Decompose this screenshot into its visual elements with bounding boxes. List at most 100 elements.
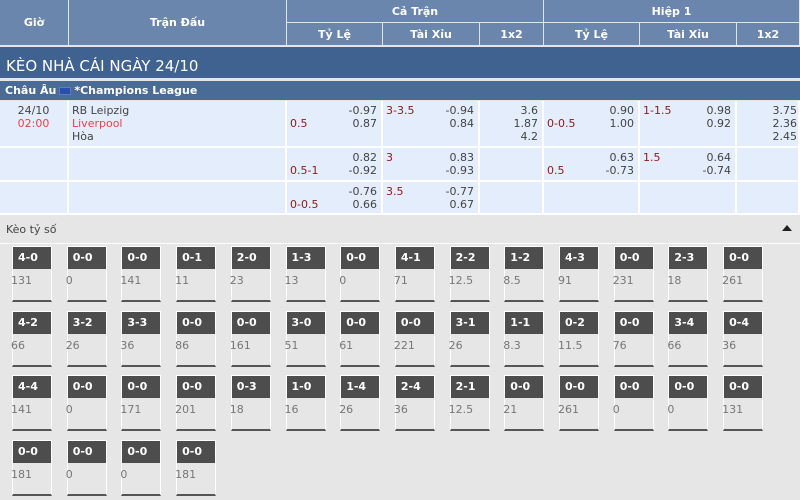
score-card[interactable]: 1-3 13 (285, 246, 326, 302)
score-odds: 66 (11, 338, 25, 352)
score-card[interactable]: 0-0 0 (120, 439, 162, 496)
handicap-odds: -0.92 (348, 164, 377, 177)
league-region: Châu Âu (5, 84, 57, 97)
score-label: 1-4 (341, 376, 380, 398)
score-label: 0-0 (13, 440, 51, 463)
collapse-arrow-icon[interactable] (782, 225, 792, 231)
score-label: 0-1 (177, 247, 216, 269)
score-card[interactable]: 0-0 171 (120, 375, 162, 431)
score-label: 0-0 (67, 440, 106, 463)
handicap-cell[interactable]: 0.5 -0.97 0.87 (287, 101, 383, 148)
half-handicap-line: 0.5 (547, 164, 565, 177)
half-overunder-cell[interactable] (640, 182, 737, 215)
overunder-cell[interactable]: 3 0.83 -0.93 (383, 148, 480, 182)
score-odds: 23 (229, 274, 244, 287)
eu-flag-icon (59, 86, 72, 95)
x12-cell[interactable] (480, 182, 544, 215)
col-handicap: Tỷ Lệ (287, 23, 383, 46)
x12-cell[interactable]: 3.6 1.87 4.2 (480, 101, 544, 148)
score-odds: 0 (65, 403, 73, 416)
away-team: Liverpool (72, 117, 123, 130)
score-card[interactable]: 0-0 61 (339, 310, 381, 367)
score-card[interactable]: 0-0 76 (613, 310, 654, 367)
overunder-odds: 0.67 (449, 198, 475, 211)
half-x12-cell[interactable]: 3.75 2.36 2.45 (737, 101, 800, 148)
score-card[interactable]: 3-2 26 (66, 310, 107, 367)
score-odds: 0 (65, 274, 73, 287)
score-card[interactable]: 0-0 181 (11, 439, 52, 496)
score-card[interactable]: 4-1 71 (394, 246, 435, 302)
score-card[interactable]: 0-0 86 (175, 310, 217, 367)
score-label: 4-3 (560, 247, 598, 269)
match-cell: RB Leipzig Liverpool Hòa (69, 101, 287, 148)
score-card[interactable]: 0-0 141 (120, 246, 162, 302)
score-card[interactable]: 3-4 66 (667, 310, 709, 367)
score-card[interactable]: 0-0 0 (66, 439, 107, 496)
score-card[interactable]: 3-3 36 (120, 310, 162, 367)
score-card[interactable]: 1-0 16 (285, 375, 326, 431)
score-card[interactable]: 0-3 18 (230, 375, 271, 431)
score-card[interactable]: 1-2 8.5 (503, 246, 545, 302)
match-time: 02:00 (17, 117, 50, 130)
handicap-cell[interactable]: 0-0.5 -0.76 0.66 (287, 182, 383, 215)
score-card[interactable]: 0-0 261 (558, 375, 599, 431)
half-overunder-cell[interactable]: 1.5 0.64 -0.74 (640, 148, 737, 182)
score-card[interactable]: 0-0 0 (339, 246, 381, 302)
overunder-cell[interactable]: 3.5 -0.77 0.67 (383, 182, 480, 215)
score-card[interactable]: 0-0 221 (394, 310, 435, 367)
half-overunder-cell[interactable]: 1-1.5 0.98 0.92 (640, 101, 737, 148)
score-label: 4-1 (395, 247, 434, 269)
score-card[interactable]: 0-0 21 (503, 375, 545, 431)
col-half-overunder: Tài Xỉu (640, 23, 737, 46)
score-card[interactable]: 2-4 36 (394, 375, 435, 431)
score-label: 0-0 (341, 311, 380, 334)
score-card[interactable]: 0-2 11.5 (558, 310, 599, 367)
handicap-cell[interactable]: 0.5-1 0.82 -0.92 (287, 148, 383, 182)
score-card[interactable]: 1-4 26 (339, 375, 381, 431)
score-card[interactable]: 2-0 23 (229, 246, 271, 302)
score-card[interactable]: 4-2 66 (11, 310, 52, 367)
score-card[interactable]: 4-0 131 (11, 246, 52, 302)
score-card[interactable]: 0-0 0 (65, 375, 107, 431)
col-full-match: Cả Trận (287, 0, 544, 23)
half-x12-cell[interactable] (737, 148, 800, 182)
score-card[interactable]: 0-0 181 (175, 439, 217, 496)
handicap-line: 0-0.5 (290, 198, 319, 211)
score-card[interactable]: 1-1 8.3 (503, 310, 545, 367)
score-card[interactable]: 0-4 36 (722, 310, 764, 367)
half-handicap-cell[interactable] (544, 182, 640, 215)
score-card[interactable]: 3-1 26 (449, 310, 490, 367)
correct-score-header[interactable]: Kèo tỷ số (0, 215, 800, 244)
score-card[interactable]: 0-0 201 (175, 375, 217, 431)
overunder-cell[interactable]: 3-3.5 -0.94 0.84 (383, 101, 480, 148)
score-card[interactable]: 0-0 0 (65, 246, 107, 302)
score-odds: 36 (722, 338, 737, 352)
score-card[interactable]: 0-0 261 (722, 246, 764, 302)
score-card[interactable]: 4-3 91 (558, 246, 599, 302)
score-card[interactable]: 0-0 131 (722, 375, 764, 431)
score-odds: 11.5 (558, 338, 583, 352)
half-x12-cell[interactable] (737, 182, 800, 215)
score-odds: 131 (11, 274, 32, 287)
score-card[interactable]: 0-0 231 (613, 246, 654, 302)
score-card[interactable]: 2-3 18 (667, 246, 709, 302)
col-half-handicap: Tỷ Lệ (544, 23, 640, 46)
score-card[interactable]: 4-4 141 (11, 375, 52, 431)
score-card[interactable]: 0-0 0 (667, 375, 709, 431)
score-label: 2-4 (395, 376, 434, 398)
half-handicap-cell[interactable]: 0-0.5 0.90 1.00 (544, 101, 640, 148)
score-card[interactable]: 2-1 12.5 (449, 375, 490, 431)
score-card[interactable]: 3-0 51 (285, 310, 326, 367)
score-card[interactable]: 0-0 161 (230, 310, 271, 367)
score-card[interactable]: 0-0 0 (612, 375, 654, 431)
score-label: 0-0 (67, 376, 106, 398)
x12-cell[interactable] (480, 148, 544, 182)
league-row[interactable]: Châu Âu *Champions League (0, 81, 800, 100)
score-odds: 91 (558, 274, 572, 287)
half-handicap-cell[interactable]: 0.5 0.63 -0.73 (544, 148, 640, 182)
score-card[interactable]: 2-2 12.5 (449, 246, 490, 302)
score-card[interactable]: 0-1 11 (175, 246, 217, 302)
x12-odds: 4.2 (520, 130, 539, 143)
score-odds: 0 (612, 403, 620, 416)
score-odds: 141 (11, 403, 32, 416)
